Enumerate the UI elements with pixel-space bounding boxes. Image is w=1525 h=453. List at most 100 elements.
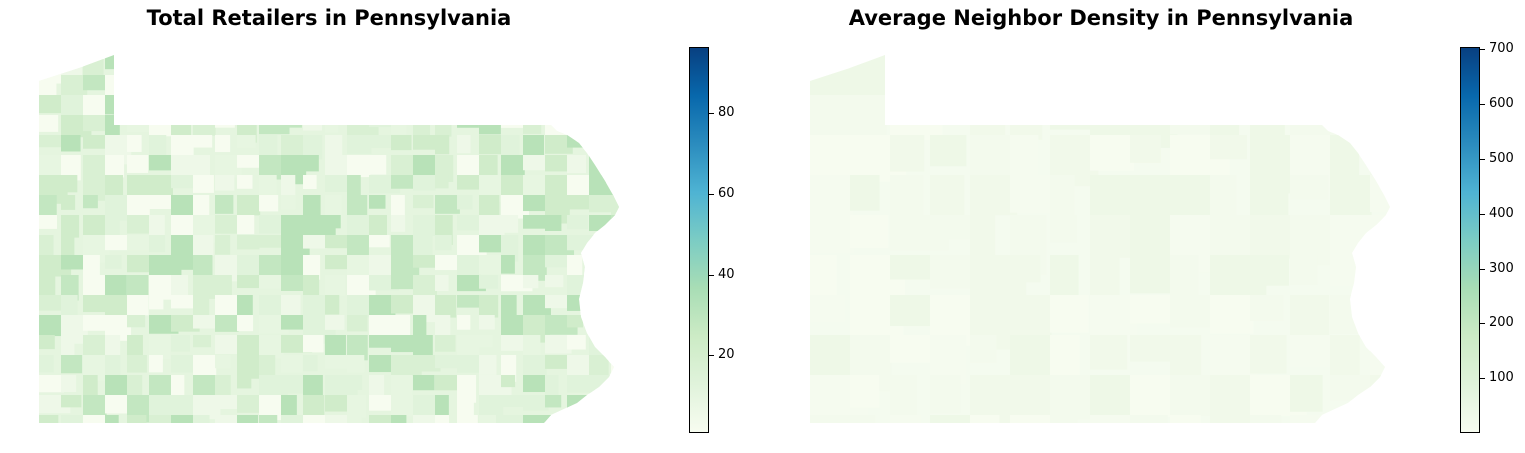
tract-cell (149, 135, 167, 156)
colorbar-tick-label: 700 (1489, 41, 1514, 56)
tract-cell (567, 315, 584, 328)
tract-cell (850, 415, 876, 423)
tract-cell (413, 55, 441, 82)
tract-cell (1050, 55, 1081, 91)
tract-cell (61, 215, 80, 238)
tract-cell (281, 195, 296, 210)
tract-cell (347, 75, 372, 91)
tract-cell (523, 135, 544, 156)
tract-cell (435, 175, 449, 189)
tract-cell (215, 335, 242, 354)
tract-cell (567, 335, 586, 350)
tract-cell (193, 415, 210, 423)
tract-cell (215, 135, 231, 153)
tract-cell (501, 255, 515, 274)
tract-cell (501, 335, 524, 351)
tract-cell (105, 215, 120, 242)
tract-cell (435, 115, 452, 137)
tract-cell (215, 175, 235, 191)
tract-cell (215, 355, 231, 369)
tract-cell (545, 335, 572, 354)
tract-cell (545, 75, 568, 99)
tract-cell (193, 355, 217, 381)
tract-cell (149, 195, 176, 209)
tract-cell (435, 295, 457, 318)
tract-cell (523, 275, 539, 289)
tract-cell (1370, 335, 1390, 394)
tract-cell (850, 215, 889, 248)
tract-cell (193, 335, 212, 348)
tract-cell (171, 215, 198, 236)
tract-cell (413, 415, 442, 423)
tract-cell (523, 215, 548, 229)
tract-cell (611, 335, 619, 351)
tract-cell (567, 135, 595, 148)
tract-cell (39, 415, 59, 423)
tract-cell (127, 415, 147, 423)
tract-cell (83, 415, 107, 423)
tract-cell (567, 155, 586, 174)
tract-cell (215, 375, 231, 398)
tract-cell (237, 135, 256, 148)
colorbar-tick-label: 80 (718, 105, 735, 120)
tract-cell (149, 215, 165, 242)
tract-cell (479, 95, 502, 112)
tract-cell (479, 195, 500, 221)
tract-cell (369, 415, 396, 423)
colorbar-tick-label: 40 (718, 267, 735, 282)
tract-cell (1210, 375, 1252, 423)
tract-cell (149, 95, 165, 110)
tract-cell (39, 315, 62, 337)
tract-cell (501, 375, 516, 388)
tract-cell (413, 195, 434, 209)
tract-cell (589, 275, 606, 303)
tract-cell (1250, 55, 1305, 90)
tract-cell (523, 195, 550, 212)
tract-cell (413, 115, 431, 136)
tract-cell (1250, 255, 1290, 286)
tract-cell (589, 235, 619, 265)
tract-cell (413, 275, 438, 299)
tract-cell (369, 95, 402, 108)
tract-cell (369, 235, 390, 248)
tract-cell (567, 75, 598, 96)
tract-cell (237, 75, 253, 105)
tract-cell (347, 255, 375, 279)
tract-cell (61, 95, 89, 116)
tract-cell (303, 155, 319, 172)
tract-cell (567, 375, 595, 393)
tract-cell (523, 95, 540, 118)
tract-cell (479, 355, 497, 375)
tract-cell (391, 135, 412, 151)
tract-cell (391, 315, 411, 339)
tract-cell (1170, 375, 1215, 416)
tract-cell (83, 315, 109, 331)
tract-cell (611, 415, 619, 423)
tract-cell (567, 295, 582, 311)
tract-cell (259, 175, 277, 195)
tract-cell (1370, 375, 1390, 423)
tract-cell (83, 55, 104, 77)
tract-cell (325, 135, 343, 161)
tract-cell (1050, 375, 1098, 420)
tract-cell (83, 175, 107, 201)
tract-cell (171, 95, 190, 125)
tract-cell (435, 355, 458, 369)
tract-cell (303, 335, 324, 353)
tract-cell (281, 395, 297, 421)
tract-cell (215, 215, 244, 234)
tract-cell (105, 55, 123, 70)
tract-cell (61, 175, 78, 193)
tract-cell (523, 115, 542, 134)
tract-cell (1370, 95, 1390, 153)
tract-cell (259, 55, 274, 71)
tract-cell (1090, 55, 1129, 81)
tract-cell (611, 95, 619, 124)
tract-cell (457, 75, 480, 94)
tract-cell (347, 175, 361, 197)
tract-cell (1290, 55, 1331, 107)
tract-cell (105, 155, 125, 178)
tract-cell (347, 335, 368, 361)
tract-cell (259, 115, 290, 135)
tract-cell (930, 55, 987, 91)
